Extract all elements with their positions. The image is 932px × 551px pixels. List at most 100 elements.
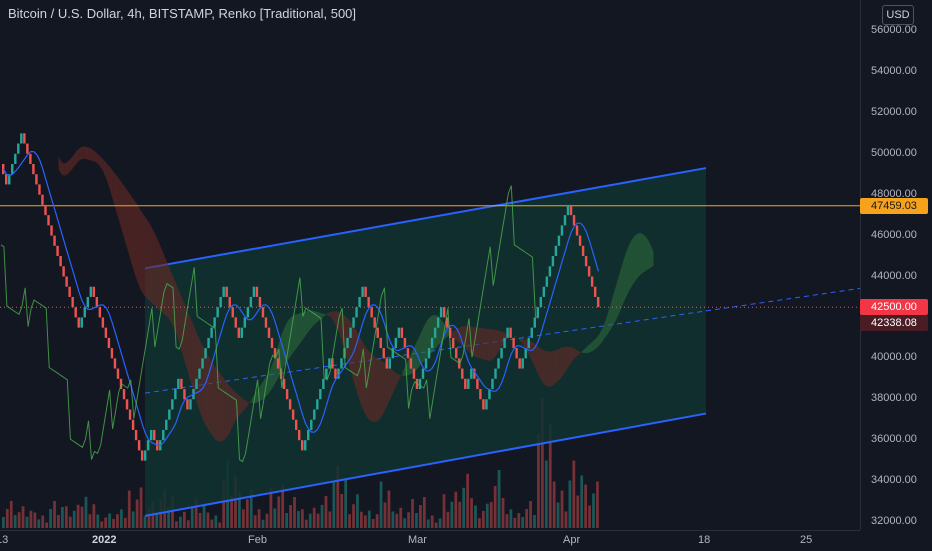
current-price-badge: 42500.00 bbox=[860, 299, 928, 316]
cloud-segment bbox=[402, 365, 406, 376]
volume-bar bbox=[572, 460, 576, 528]
volume-bar bbox=[367, 510, 371, 528]
time-tick-label: Mar bbox=[408, 534, 427, 546]
renko-brick bbox=[548, 266, 552, 277]
volume-bar bbox=[548, 424, 552, 528]
renko-brick bbox=[288, 399, 292, 410]
cloud-segment bbox=[245, 400, 249, 409]
cloud-segment bbox=[221, 375, 225, 442]
volume-bar bbox=[442, 494, 446, 528]
renko-brick bbox=[439, 307, 443, 318]
price-axis[interactable]: 56000.00 54000.00 52000.00 50000.00 48000.00… bbox=[860, 0, 932, 530]
volume-bar bbox=[241, 509, 245, 528]
cloud-segment bbox=[547, 351, 551, 387]
cloud-segment bbox=[143, 214, 147, 298]
volume-bar bbox=[297, 511, 300, 528]
volume-bar bbox=[324, 496, 328, 528]
time-tick-label: 13 bbox=[0, 534, 9, 546]
renko-brick bbox=[581, 245, 585, 257]
renko-brick bbox=[536, 307, 539, 318]
renko-brick bbox=[125, 399, 129, 410]
cloud-segment bbox=[354, 327, 358, 395]
renko-brick bbox=[479, 389, 482, 400]
cloud-segment bbox=[360, 338, 364, 411]
cloud-segment bbox=[76, 147, 80, 164]
cloud-segment bbox=[581, 349, 585, 354]
volume-bar bbox=[513, 517, 517, 528]
cloud-segment bbox=[568, 346, 572, 367]
cloud-segment bbox=[109, 167, 113, 200]
price-tick-label: 54000.00 bbox=[871, 64, 917, 77]
cloud-segment bbox=[454, 328, 458, 342]
renko-brick bbox=[26, 143, 29, 154]
time-axis[interactable]: 13 2022 Feb Mar Apr 18 25 bbox=[0, 530, 860, 551]
renko-brick bbox=[382, 348, 385, 359]
cloud-segment bbox=[544, 350, 548, 387]
volume-bar bbox=[88, 514, 92, 528]
cloud-segment bbox=[481, 328, 485, 360]
renko-brick bbox=[71, 296, 74, 308]
cloud-segment bbox=[146, 218, 150, 301]
cloud-segment bbox=[399, 371, 403, 379]
renko-brick bbox=[370, 307, 373, 318]
cloud-segment bbox=[520, 338, 524, 346]
renko-brick bbox=[116, 368, 120, 379]
cloud-segment bbox=[188, 312, 192, 384]
cloud-segment bbox=[91, 149, 95, 162]
cloud-segment bbox=[124, 187, 128, 251]
renko-brick bbox=[282, 378, 286, 390]
volume-bar bbox=[175, 521, 178, 528]
volume-bar bbox=[222, 480, 226, 528]
regression-channel-upper bbox=[144, 167, 707, 270]
volume-bar bbox=[13, 515, 17, 528]
cloud-segment bbox=[445, 325, 449, 339]
cloud-segment bbox=[203, 347, 207, 427]
cloud-segment bbox=[158, 240, 162, 312]
renko-brick bbox=[509, 327, 512, 338]
renko-brick bbox=[409, 358, 413, 369]
volume-bar bbox=[320, 504, 324, 528]
renko-brick bbox=[32, 163, 35, 175]
renko-brick bbox=[593, 286, 597, 297]
renko-brick bbox=[165, 419, 168, 430]
renko-brick bbox=[23, 133, 26, 144]
cloud-segment bbox=[620, 261, 624, 311]
price-tick-label: 36000.00 bbox=[871, 433, 917, 446]
price-tick-label: 48000.00 bbox=[871, 187, 917, 200]
renko-brick bbox=[240, 327, 244, 338]
cloud-segment bbox=[614, 281, 618, 324]
price-tick-label: 46000.00 bbox=[871, 228, 917, 241]
renko-brick bbox=[376, 327, 379, 338]
cloud-segment bbox=[541, 349, 545, 385]
renko-brick bbox=[322, 378, 325, 390]
renko-brick bbox=[8, 174, 11, 185]
cloud-segment bbox=[173, 276, 177, 334]
renko-brick bbox=[418, 378, 422, 390]
volume-bar bbox=[2, 517, 5, 528]
renko-brick bbox=[204, 348, 207, 359]
cloud-segment bbox=[387, 365, 391, 405]
renko-brick bbox=[95, 296, 99, 308]
cloud-segment bbox=[538, 347, 542, 382]
renko-brick bbox=[237, 327, 240, 338]
volume-bar bbox=[72, 510, 76, 528]
renko-brick bbox=[89, 286, 93, 297]
currency-button[interactable]: USD bbox=[882, 5, 914, 25]
cloud-segment bbox=[493, 329, 497, 359]
volume-bar bbox=[481, 510, 485, 528]
cloud-segment bbox=[484, 328, 488, 361]
cloud-segment bbox=[103, 160, 107, 181]
renko-brick bbox=[482, 399, 485, 410]
cloud-segment bbox=[565, 346, 569, 371]
cloud-segment bbox=[629, 238, 633, 291]
volume-bar bbox=[592, 493, 595, 528]
renko-brick bbox=[231, 307, 234, 318]
renko-brick bbox=[563, 215, 567, 226]
volume-bar bbox=[127, 490, 131, 528]
cloud-segment bbox=[64, 161, 68, 176]
volume-bar bbox=[5, 509, 9, 528]
volume-bar bbox=[316, 513, 320, 528]
cloud-segment bbox=[366, 348, 370, 421]
